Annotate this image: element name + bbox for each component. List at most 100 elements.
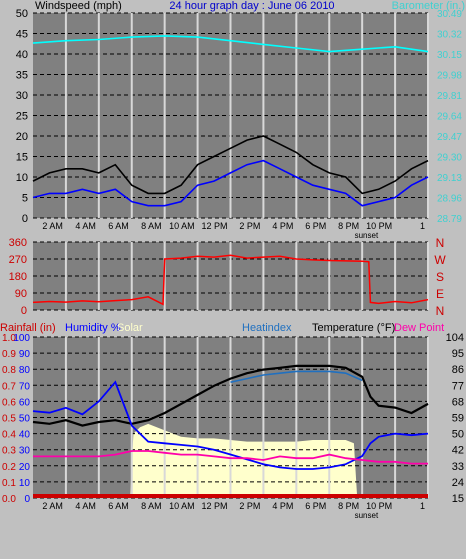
windspeed-tick-label: 40 bbox=[16, 49, 28, 61]
humidity-tick-label: 100 bbox=[13, 333, 30, 344]
humidity-tick-label: 20 bbox=[19, 462, 31, 473]
rainfall-tick-label: 0.5 bbox=[2, 414, 16, 425]
temperature-tick-label: 68 bbox=[452, 396, 464, 408]
humidity-tick-label: 40 bbox=[19, 430, 31, 441]
x-tick-label: 2 PM bbox=[239, 501, 260, 511]
x-tick-label: 6 PM bbox=[305, 221, 326, 231]
wind-direction-axis: 0 90 180 270 360 bbox=[9, 237, 27, 317]
x-tick-label: 2 PM bbox=[239, 221, 260, 231]
x-tick-label: 2 AM bbox=[42, 501, 63, 511]
barometer-axis-label: Barometer (in.) bbox=[392, 0, 465, 12]
x-tick-label: 10 PM bbox=[366, 501, 392, 511]
temperature-tick-label: 24 bbox=[452, 477, 464, 489]
solar-area bbox=[130, 423, 358, 498]
compass-label: S bbox=[436, 270, 444, 284]
temperature-tick-label: 86 bbox=[452, 364, 464, 376]
compass-label: N bbox=[436, 304, 445, 318]
rainfall-tick-label: 0.8 bbox=[2, 365, 16, 376]
temperature-tick-label: 59 bbox=[452, 413, 464, 425]
dewpoint-line bbox=[33, 450, 428, 465]
dewpoint-label: Dew Point bbox=[394, 322, 444, 334]
x-tick-label: 6 AM bbox=[108, 501, 129, 511]
compass-label: E bbox=[436, 287, 444, 301]
heatindex-label: Heatindex bbox=[242, 322, 292, 334]
bottom-series bbox=[32, 364, 429, 498]
rainfall-label: Rainfall (in) bbox=[0, 322, 56, 334]
barometer-tick-label: 29.64 bbox=[437, 112, 462, 123]
barometer-tick-label: 29.98 bbox=[437, 71, 462, 82]
barometer-tick-label: 28.96 bbox=[437, 194, 462, 205]
x-tick-label: 8 AM bbox=[141, 221, 162, 231]
rainfall-tick-label: 0.2 bbox=[2, 462, 16, 473]
x-tick-label: 2 AM bbox=[42, 221, 63, 231]
rainfall-tick-label: 1.0 bbox=[2, 333, 16, 344]
solar-area-fill bbox=[130, 423, 358, 498]
wind-direction-line bbox=[32, 254, 429, 306]
temperature-label: Temperature (°F) bbox=[312, 322, 395, 334]
barometer-tick-label: 30.15 bbox=[437, 50, 462, 61]
wind-direction-tick-label: 90 bbox=[15, 288, 27, 300]
sunset-label: sunset bbox=[355, 511, 379, 520]
windspeed-tick-label: 20 bbox=[16, 131, 28, 143]
x-tick-label: 8 PM bbox=[338, 501, 359, 511]
temperature-tick-label: 50 bbox=[452, 429, 464, 441]
x-tick-label: 4 PM bbox=[272, 221, 293, 231]
temperature-tick-label: 95 bbox=[452, 348, 464, 360]
humidity-tick-label: 0 bbox=[24, 494, 30, 505]
windspeed-tick-label: 50 bbox=[16, 8, 28, 20]
wind-direction-tick-label: 180 bbox=[9, 271, 27, 283]
rainfall-tick-label: 0.9 bbox=[2, 349, 16, 360]
x-tick-label: 4 PM bbox=[272, 501, 293, 511]
sunset-label: sunset bbox=[355, 231, 379, 240]
rainfall-tick-label: 0.3 bbox=[2, 446, 16, 457]
windspeed-axis-label: Windspeed (mph) bbox=[35, 0, 122, 12]
x-tick-label: 8 AM bbox=[141, 501, 162, 511]
windspeed-tick-label: 30 bbox=[16, 90, 28, 102]
windspeed-axis: 0 5 10 15 20 25 30 35 40 45 50 bbox=[16, 8, 28, 225]
x-tick-label: 6 AM bbox=[108, 221, 129, 231]
wind-direction-tick-label: 0 bbox=[21, 305, 27, 317]
windspeed-tick-label: 15 bbox=[16, 152, 28, 164]
barometer-tick-label: 29.30 bbox=[437, 153, 462, 164]
temperature-tick-label: 33 bbox=[452, 461, 464, 473]
temperature-line bbox=[32, 364, 429, 427]
x-tick-label: 6 PM bbox=[305, 501, 326, 511]
rainfall-bar bbox=[33, 494, 428, 498]
temperature-tick-label: 104 bbox=[446, 332, 464, 344]
x-tick-label: 8 PM bbox=[338, 221, 359, 231]
barometer-axis: 28.79 28.96 29.13 29.30 29.47 29.64 29.81 29.98… bbox=[437, 9, 462, 225]
rainfall-tick-label: 0.4 bbox=[2, 430, 16, 441]
compass-label: N bbox=[436, 236, 445, 250]
compass-label: W bbox=[434, 253, 446, 267]
x-tick-label: 10 AM bbox=[169, 501, 195, 511]
barometer-tick-label: 29.13 bbox=[437, 173, 462, 184]
barometer-tick-label: 29.47 bbox=[437, 132, 462, 143]
wind-direction-tick-label: 360 bbox=[9, 237, 27, 249]
barometer-line bbox=[32, 35, 429, 53]
barometer-tick-label: 28.79 bbox=[437, 214, 462, 225]
humidity-line bbox=[32, 380, 429, 470]
temperature-tick-label: 15 bbox=[452, 493, 464, 505]
rainfall-tick-label: 0.7 bbox=[2, 381, 16, 392]
barometer-tick-label: 30.32 bbox=[437, 30, 462, 41]
humidity-tick-label: 30 bbox=[19, 446, 31, 457]
top-x-axis: 2 AM 4 AM 6 AM 8 AM 10 AM 12 PM 2 PM 4 PM 6 PM 8 … bbox=[42, 221, 425, 240]
top-grid bbox=[33, 12, 429, 219]
windspeed-tick-label: 10 bbox=[16, 172, 28, 184]
windspeed-tick-label: 35 bbox=[16, 70, 28, 82]
bottom-grid bbox=[33, 336, 429, 499]
rainfall-tick-label: 0.1 bbox=[2, 478, 16, 489]
x-tick-label: 1 bbox=[420, 501, 425, 511]
humidity-axis: 0 10 20 30 40 50 60 70 80 90 100 bbox=[13, 333, 30, 505]
windspeed-line bbox=[32, 159, 429, 207]
x-tick-label: 12 PM bbox=[201, 501, 227, 511]
humidity-tick-label: 80 bbox=[19, 365, 31, 376]
windspeed-tick-label: 0 bbox=[22, 213, 28, 225]
humidity-tick-label: 10 bbox=[19, 478, 31, 489]
rainfall-axis: 0.0 0.1 0.2 0.3 0.4 0.5 0.6 0.7 0.8 0.9 1.0 bbox=[2, 333, 16, 505]
x-tick-label: 10 AM bbox=[169, 221, 195, 231]
bottom-x-axis: 2 AM 4 AM 6 AM 8 AM 10 AM 12 PM 2 PM 4 PM 6 PM 8 … bbox=[42, 501, 425, 520]
rainfall-tick-label: 0.0 bbox=[2, 494, 16, 505]
